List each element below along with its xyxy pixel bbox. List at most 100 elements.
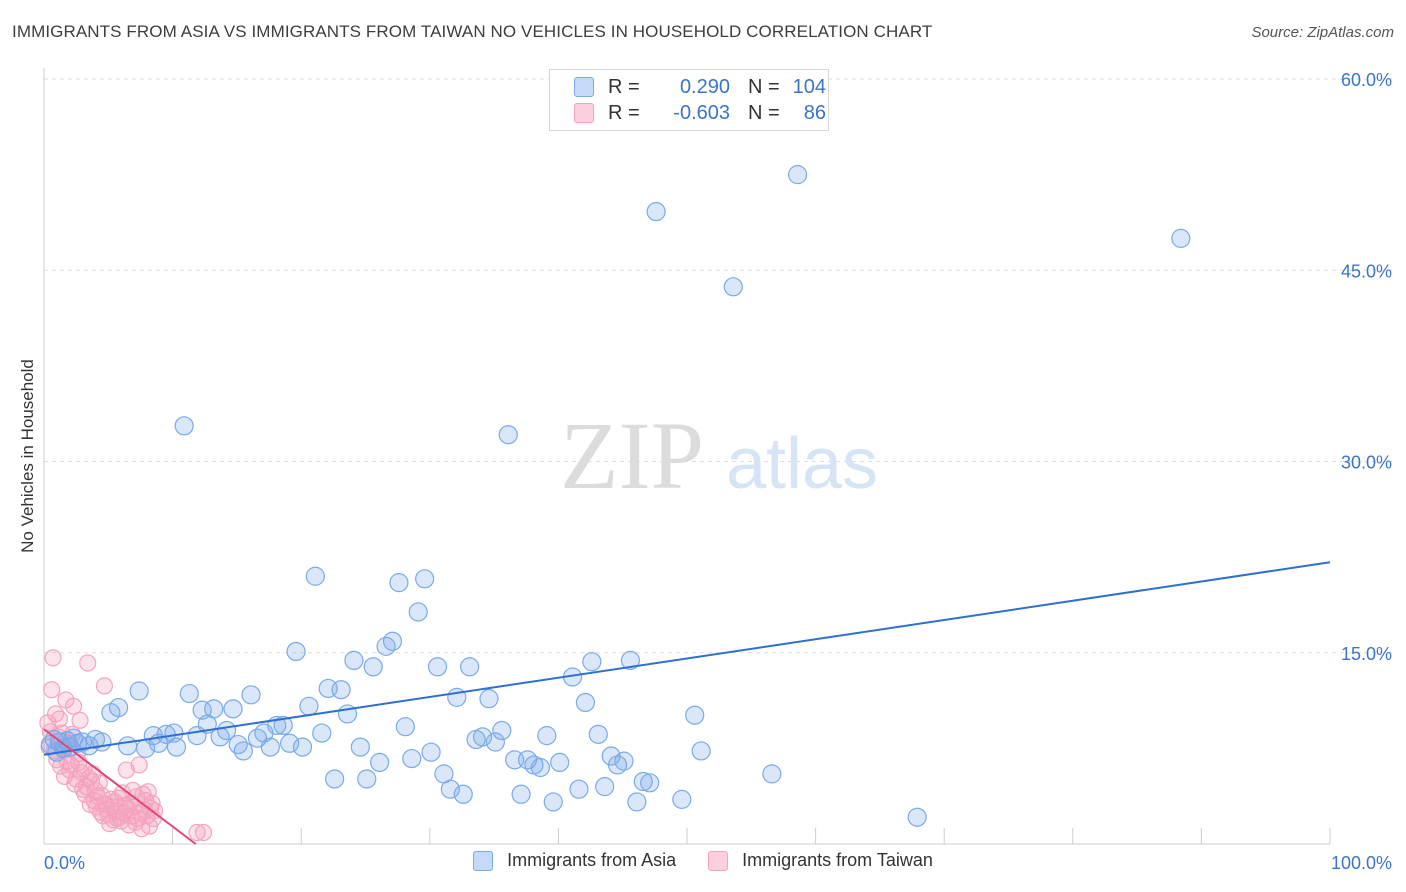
asia-point-16 xyxy=(129,681,149,701)
asia-point-81 xyxy=(543,792,563,812)
asia-point-102 xyxy=(787,165,808,185)
asia-point-37 xyxy=(260,737,280,757)
asia-point-72 xyxy=(485,732,505,752)
gridlines xyxy=(44,78,1392,654)
legend-swatch-taiwan xyxy=(574,103,594,123)
series-legend: Immigrants from Asia Immigrants from Tai… xyxy=(0,850,1406,871)
legend-r-value: 0.290 xyxy=(679,75,730,98)
y-tick-label-3: 60.0% xyxy=(1341,70,1392,90)
legend-swatch-asia xyxy=(574,77,594,97)
correlation-legend: R = 0.290 N = 104 R = -0.603 N = 86 xyxy=(549,69,829,131)
source-label: Source: ZipAtlas.com xyxy=(1251,24,1394,41)
watermark-atlas: atlas xyxy=(726,424,878,504)
asia-point-48 xyxy=(331,680,351,700)
asia-point-34 xyxy=(241,685,261,705)
asia-point-33 xyxy=(233,741,253,761)
asia-point-74 xyxy=(498,425,518,445)
asia-point-79 xyxy=(530,757,550,778)
taiwan-point-3 xyxy=(43,681,61,699)
asia-point-59 xyxy=(402,748,422,769)
legend-n-value: 86 xyxy=(803,101,826,124)
series-name-asia: Immigrants from Asia xyxy=(507,850,677,870)
asia-point-87 xyxy=(588,724,608,744)
taiwan-point-61 xyxy=(117,761,135,779)
taiwan-point-28 xyxy=(75,760,93,778)
asia-point-55 xyxy=(376,636,396,656)
asia-point-91 xyxy=(614,751,634,771)
series-legend-asia: Immigrants from Asia xyxy=(473,850,676,871)
asia-point-62 xyxy=(421,742,441,762)
asia-point-50 xyxy=(344,650,364,671)
asia-point-45 xyxy=(312,723,332,743)
legend-r-value: -0.603 xyxy=(673,101,730,124)
asia-point-58 xyxy=(395,717,415,737)
taiwan-trend-line xyxy=(43,728,197,845)
legend-n-label: N = xyxy=(748,75,780,98)
asia-point-76 xyxy=(511,784,531,804)
asia-point-71 xyxy=(479,689,499,709)
asia-point-93 xyxy=(627,792,647,812)
watermark-zip: ZIP xyxy=(560,402,704,509)
taiwan-point-4 xyxy=(44,649,62,667)
x-tick-label-1: 100.0% xyxy=(1331,853,1392,873)
x-tick-label-0: 0.0% xyxy=(44,853,85,873)
asia-point-47 xyxy=(325,769,345,789)
legend-n-label: N = xyxy=(748,101,780,124)
asia-point-101 xyxy=(762,764,782,784)
tick-labels: 15.0% 30.0% 45.0% 60.0% 0.0% 100.0% xyxy=(44,70,1392,873)
asia-trend-line xyxy=(43,561,1331,756)
asia-point-41 xyxy=(286,641,306,662)
asia-point-22 xyxy=(166,737,187,757)
asia-point-52 xyxy=(357,769,377,789)
y-tick-label-2: 45.0% xyxy=(1341,261,1392,281)
asia-point-100 xyxy=(723,277,743,297)
chart-title: IMMIGRANTS FROM ASIA VS IMMIGRANTS FROM … xyxy=(12,22,933,41)
asia-point-57 xyxy=(389,573,409,593)
series-taiwan-points xyxy=(39,649,213,842)
legend-row-asia: R = 0.290 N = 104 xyxy=(574,74,826,100)
asia-point-88 xyxy=(595,777,615,797)
asia-point-96 xyxy=(646,202,666,222)
asia-point-85 xyxy=(575,692,596,713)
asia-point-65 xyxy=(440,779,460,799)
series-swatch-asia xyxy=(473,850,494,871)
asia-point-82 xyxy=(550,752,570,773)
asia-point-44 xyxy=(305,566,325,586)
asia-point-80 xyxy=(537,726,557,746)
y-tick-label-1: 30.0% xyxy=(1341,453,1392,473)
asia-point-98 xyxy=(685,705,705,725)
asia-point-61 xyxy=(415,569,435,589)
asia-point-95 xyxy=(640,773,660,793)
y-tick-label-0: 15.0% xyxy=(1341,644,1392,664)
taiwan-point-31 xyxy=(79,654,97,672)
series-legend-taiwan: Immigrants from Taiwan xyxy=(708,850,933,871)
asia-point-86 xyxy=(582,652,602,672)
asia-point-12 xyxy=(92,732,112,752)
asia-point-94 xyxy=(633,771,653,792)
taiwan-point-25 xyxy=(71,711,89,729)
trend-lines xyxy=(43,561,1331,845)
taiwan-point-20 xyxy=(64,697,83,715)
watermark: ZIP atlas xyxy=(560,402,878,509)
asia-point-39 xyxy=(273,715,293,736)
asia-point-42 xyxy=(292,737,313,757)
taiwan-point-44 xyxy=(95,677,114,695)
asia-point-56 xyxy=(382,631,403,651)
asia-point-67 xyxy=(453,784,473,804)
asia-point-84 xyxy=(569,779,589,799)
asia-point-92 xyxy=(620,650,641,671)
asia-point-53 xyxy=(363,657,383,677)
asia-point-63 xyxy=(427,657,448,677)
asia-point-31 xyxy=(223,699,243,719)
asia-point-54 xyxy=(370,752,390,773)
taiwan-point-9 xyxy=(50,710,69,728)
asia-point-97 xyxy=(672,789,692,809)
asia-point-28 xyxy=(204,699,224,719)
taiwan-point-84 xyxy=(188,823,206,842)
series-swatch-taiwan xyxy=(708,850,729,871)
taiwan-point-85 xyxy=(194,823,213,842)
asia-point-32 xyxy=(228,734,248,755)
asia-point-24 xyxy=(179,683,199,704)
legend-row-taiwan: R = -0.603 N = 86 xyxy=(574,100,826,126)
